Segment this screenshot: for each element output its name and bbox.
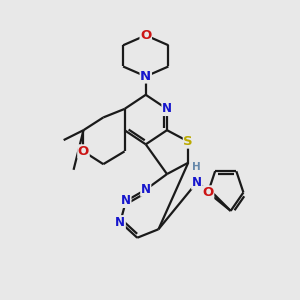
Text: N: N <box>141 183 151 196</box>
Text: H: H <box>192 162 201 172</box>
Text: O: O <box>140 29 152 42</box>
Text: S: S <box>183 135 193 148</box>
Text: N: N <box>115 216 125 229</box>
Text: N: N <box>121 194 131 208</box>
Text: N: N <box>162 103 172 116</box>
Text: N: N <box>140 70 151 83</box>
Text: O: O <box>202 186 214 199</box>
Text: N: N <box>192 176 202 189</box>
Text: O: O <box>78 145 89 158</box>
